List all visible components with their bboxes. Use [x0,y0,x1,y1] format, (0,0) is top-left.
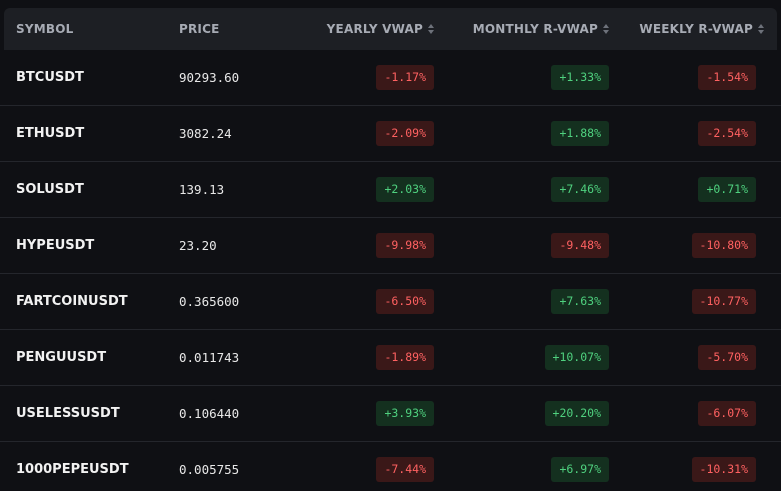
symbol-cell: HYPEUSDT [16,238,95,253]
yearly-vwap-badge: -2.09% [376,121,434,146]
price-cell: 23.20 [179,238,217,253]
weekly-rvwap-badge: -1.54% [698,65,756,90]
monthly-rvwap-badge: +1.33% [551,65,609,90]
price-cell: 139.13 [179,182,225,197]
price-cell: 90293.60 [179,70,240,85]
monthly-rvwap-badge: +7.46% [551,177,609,202]
monthly-rvwap-badge: +20.20% [544,401,609,426]
table-row[interactable]: USELESSUSDT 0.106440 +3.93% +20.20% -6.07% [0,386,781,442]
column-header-symbol-label: SYMBOL [16,22,74,36]
price-cell: 0.005755 [179,462,240,477]
sort-icon[interactable] [758,23,764,34]
weekly-rvwap-badge: +0.71% [698,177,756,202]
column-header-price-label: PRICE [179,22,220,36]
table-row[interactable]: BTCUSDT 90293.60 -1.17% +1.33% -1.54% [0,50,781,106]
monthly-rvwap-badge: +7.63% [551,289,609,314]
monthly-rvwap-badge: +6.97% [551,457,609,482]
symbol-cell: FARTCOINUSDT [16,294,128,309]
symbol-cell: USELESSUSDT [16,406,120,421]
column-header-price[interactable]: PRICE [179,8,220,50]
symbol-cell: SOLUSDT [16,182,84,197]
symbol-cell: PENGUUSDT [16,350,107,365]
table-row[interactable]: PENGUUSDT 0.011743 -1.89% +10.07% -5.70% [0,330,781,386]
sort-icon[interactable] [428,23,434,34]
table-header: SYMBOL PRICE YEARLY VWAP MONTHLY R-VWAP … [4,8,777,50]
yearly-vwap-badge: +3.93% [376,401,434,426]
yearly-vwap-badge: -7.44% [376,457,434,482]
price-cell: 0.011743 [179,350,240,365]
column-header-weekly-label: WEEKLY R-VWAP [639,22,753,36]
column-header-monthly-label: MONTHLY R-VWAP [472,22,598,36]
price-cell: 3082.24 [179,126,232,141]
weekly-rvwap-badge: -10.80% [691,233,756,258]
yearly-vwap-badge: -1.89% [376,345,434,370]
table-row[interactable]: 1000PEPEUSDT 0.005755 -7.44% +6.97% -10.31% [0,442,781,491]
column-header-weekly-rvwap[interactable]: WEEKLY R-VWAP [639,8,764,50]
yearly-vwap-badge: -1.17% [376,65,434,90]
yearly-vwap-badge: +2.03% [376,177,434,202]
symbol-cell: 1000PEPEUSDT [16,462,129,477]
price-cell: 0.365600 [179,294,240,309]
column-header-symbol[interactable]: SYMBOL [16,8,73,50]
symbol-cell: ETHUSDT [16,126,85,141]
monthly-rvwap-badge: +1.88% [551,121,609,146]
yearly-vwap-badge: -9.98% [376,233,434,258]
weekly-rvwap-badge: -10.77% [691,289,756,314]
monthly-rvwap-badge: +10.07% [544,345,609,370]
weekly-rvwap-badge: -2.54% [698,121,756,146]
yearly-vwap-badge: -6.50% [376,289,434,314]
sort-icon[interactable] [603,23,609,34]
weekly-rvwap-badge: -10.31% [691,457,756,482]
price-cell: 0.106440 [179,406,240,421]
column-header-monthly-rvwap[interactable]: MONTHLY R-VWAP [473,8,609,50]
table-row[interactable]: HYPEUSDT 23.20 -9.98% -9.48% -10.80% [0,218,781,274]
monthly-rvwap-badge: -9.48% [551,233,609,258]
weekly-rvwap-badge: -6.07% [698,401,756,426]
weekly-rvwap-badge: -5.70% [698,345,756,370]
table-row[interactable]: ETHUSDT 3082.24 -2.09% +1.88% -2.54% [0,106,781,162]
column-header-yearly-label: YEARLY VWAP [326,22,423,36]
table-row[interactable]: SOLUSDT 139.13 +2.03% +7.46% +0.71% [0,162,781,218]
symbol-cell: BTCUSDT [16,70,84,85]
column-header-yearly-vwap[interactable]: YEARLY VWAP [327,8,434,50]
table-row[interactable]: FARTCOINUSDT 0.365600 -6.50% +7.63% -10.77% [0,274,781,330]
